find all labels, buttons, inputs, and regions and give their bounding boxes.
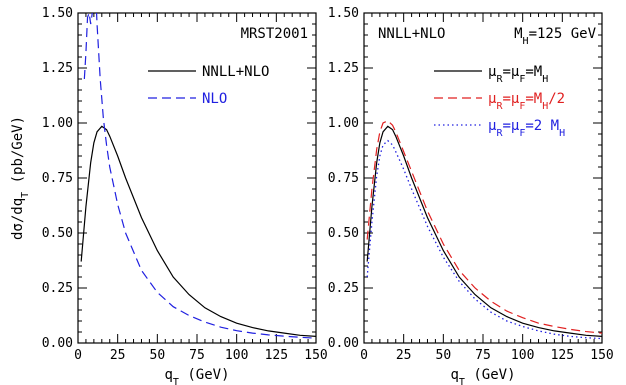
- y-tick-label: 0.00: [42, 336, 73, 351]
- panel-annotation: MH=125 GeV: [514, 26, 596, 47]
- x-tick-label: 50: [436, 348, 452, 363]
- x-tick-label: 25: [110, 348, 126, 363]
- series-line-1: [80, 125, 316, 337]
- y-tick-label: 0.25: [42, 281, 73, 296]
- y-tick-label: 1.50: [42, 6, 73, 21]
- legend-label: NLO: [202, 91, 227, 107]
- x-tick-label: 100: [225, 348, 248, 363]
- x-tick-label: 50: [150, 348, 166, 363]
- panel-1: 0.00 0.25 0.50 0.75 1.00 1.25 1.50 0 25 50 75 100 12…: [10, 6, 328, 385]
- x-tick-label: 125: [551, 348, 574, 363]
- x-tick-label: 75: [189, 348, 205, 363]
- y-tick-label: 1.00: [328, 116, 359, 131]
- series-group: [366, 120, 602, 340]
- y-tick-label: 1.50: [328, 6, 359, 21]
- x-tick-label: 0: [360, 348, 368, 363]
- panel-annotation: NNLL+NLO: [378, 26, 445, 42]
- y-tick-label: 0.75: [42, 171, 73, 186]
- x-tick-label: 0: [74, 348, 82, 363]
- series-line-3: [366, 139, 602, 340]
- series-line-2: [83, 13, 316, 339]
- series-line-2: [366, 120, 602, 334]
- legend: μR=μF=MH μR=μF=MH/2 μR=μF=2 MH: [434, 64, 565, 139]
- y-tick-label: 0.25: [328, 281, 359, 296]
- legend-label: NNLL+NLO: [202, 64, 269, 80]
- x-tick-label: 75: [475, 348, 491, 363]
- legend-label: μR=μF=MH/2: [488, 91, 565, 112]
- panel-annotation: MRST2001: [241, 26, 308, 42]
- x-tick-label: 150: [590, 348, 613, 363]
- y-tick-label: 1.25: [328, 61, 359, 76]
- plot-frame: [77, 12, 317, 344]
- series-line-1: [366, 125, 602, 337]
- y-tick-label: 1.00: [42, 116, 73, 131]
- legend: NNLL+NLO NLO: [148, 64, 269, 107]
- series-group: [80, 13, 316, 339]
- y-tick-label: 0.50: [42, 226, 73, 241]
- x-tick-label: 25: [396, 348, 412, 363]
- x-axis-title: qT (GeV): [164, 367, 229, 385]
- y-tick-label: 0.50: [328, 226, 359, 241]
- legend-label: μR=μF=2 MH: [488, 118, 565, 139]
- x-tick-label: 100: [511, 348, 534, 363]
- y-axis-title: dσ/dqT (pb/GeV): [10, 116, 31, 240]
- y-tick-label: 1.25: [42, 61, 73, 76]
- panel-2: 0.00 0.25 0.50 0.75 1.00 1.25 1.50 0 25 50 75 100 12…: [328, 6, 614, 385]
- x-tick-label: 125: [265, 348, 288, 363]
- y-tick-label: 0.00: [328, 336, 359, 351]
- legend-label: μR=μF=MH: [488, 64, 548, 85]
- plot-frame: [363, 12, 603, 344]
- x-axis-title: qT (GeV): [450, 367, 515, 385]
- x-tick-label: 150: [304, 348, 327, 363]
- y-tick-label: 0.75: [328, 171, 359, 186]
